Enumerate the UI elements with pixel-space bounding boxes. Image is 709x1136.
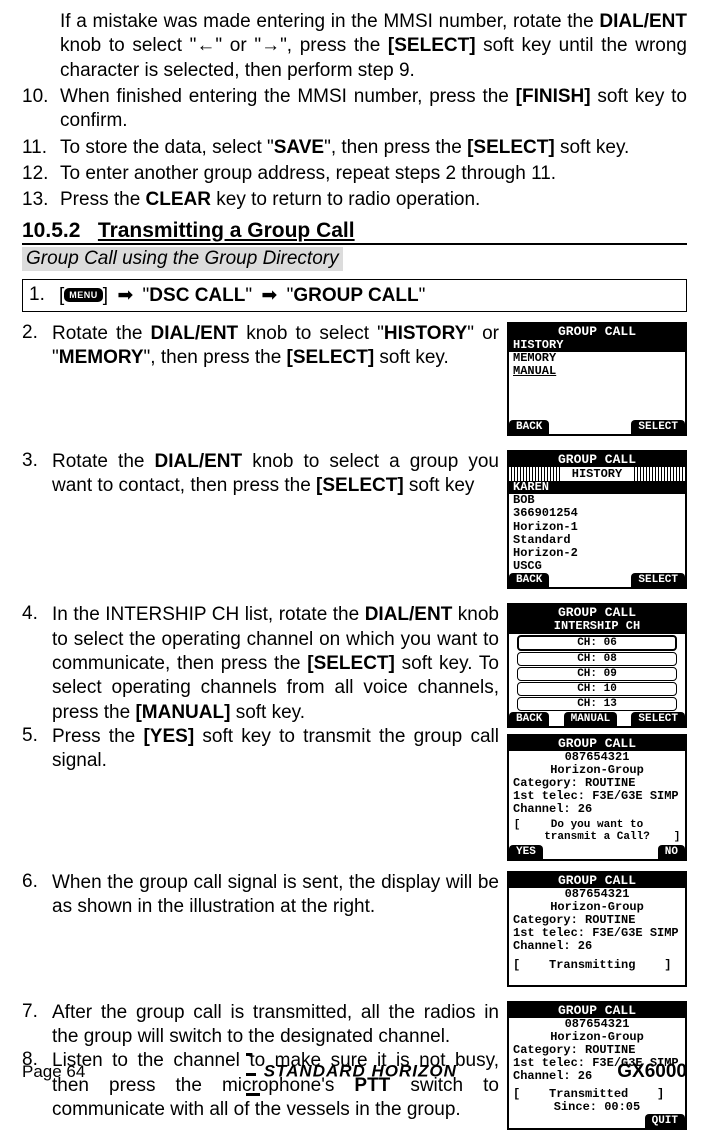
step-13: 13. Press the CLEAR key to return to rad… bbox=[22, 188, 687, 212]
section-heading: 10.5.2 Transmitting a Group Call bbox=[22, 219, 687, 245]
step-1: 1. [MENU] ➡ "DSC CALL" ➡ "GROUP CALL" bbox=[22, 279, 687, 312]
lcd-screen-2: GROUP CALL HISTORY MEMORY MANUAL BACK.SE… bbox=[507, 322, 687, 437]
menu-icon: MENU bbox=[64, 288, 103, 302]
lcd-screen-5: GROUP CALL 087654321 Horizon-Group Categ… bbox=[507, 734, 687, 861]
step-11: 11. To store the data, select "SAVE", th… bbox=[22, 136, 687, 160]
model-number: GX6000 bbox=[617, 1061, 687, 1083]
step-4-5: 4. In the INTERSHIP CH list, rotate the … bbox=[22, 603, 687, 866]
step-3: 3. Rotate the DIAL/ENT knob to select a … bbox=[22, 450, 687, 595]
tail9-text: If a mistake was made entering in the MM… bbox=[60, 10, 687, 83]
step-tail-9: If a mistake was made entering in the MM… bbox=[22, 10, 687, 83]
lcd-screen-4: GROUP CALL INTERSHIP CH CH: 06 CH: 08 CH… bbox=[507, 603, 687, 727]
lcd-screen-6: GROUP CALL 087654321 Horizon-Group Categ… bbox=[507, 871, 687, 987]
step-2: 2. Rotate the DIAL/ENT knob to select "H… bbox=[22, 322, 687, 443]
brand-logo: STANDARD HORIZON bbox=[246, 1042, 457, 1102]
page-footer: Page 64 STANDARD HORIZON GX6000 bbox=[22, 1042, 687, 1102]
step-12: 12. To enter another group address, repe… bbox=[22, 162, 687, 186]
subsection-heading: Group Call using the Group Directory bbox=[22, 247, 343, 271]
page-number: Page 64 bbox=[22, 1062, 85, 1082]
step-10: 10. When finished entering the MMSI numb… bbox=[22, 85, 687, 134]
step-6: 6. When the group call signal is sent, t… bbox=[22, 871, 687, 993]
lcd-screen-3: GROUP CALL HISTORY KAREN BOB 366901254 H… bbox=[507, 450, 687, 589]
